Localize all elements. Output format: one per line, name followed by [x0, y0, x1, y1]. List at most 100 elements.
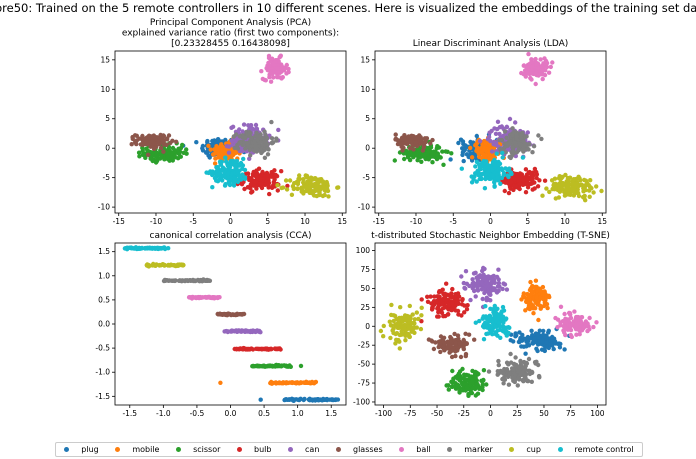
data-point: [381, 323, 386, 329]
data-point: [184, 147, 189, 152]
y-tick-label: 10: [100, 85, 110, 94]
data-point: [508, 179, 514, 185]
series-remote-control: [122, 245, 171, 252]
data-point: [295, 397, 301, 402]
data-point: [450, 294, 455, 300]
data-point: [155, 245, 161, 251]
data-point: [599, 188, 604, 194]
x-tick-label: -100: [375, 409, 392, 418]
series-remote-control: [473, 303, 512, 342]
data-point: [486, 168, 491, 173]
legend-item: remote control: [557, 445, 634, 454]
data-point: [563, 332, 568, 338]
data-point: [450, 286, 455, 292]
chart-panel-3: canonical correlation analysis (CCA) -1.5…: [95, 231, 347, 418]
data-point: [233, 132, 239, 137]
data-point: [488, 298, 493, 303]
data-point: [284, 380, 289, 385]
data-point: [497, 146, 503, 152]
data-point: [434, 152, 440, 158]
series-bulb: [232, 345, 283, 352]
data-point: [404, 138, 409, 143]
data-point: [452, 331, 457, 337]
data-point: [520, 147, 525, 152]
data-point: [506, 174, 511, 180]
data-point: [517, 186, 522, 192]
data-point: [254, 176, 260, 181]
data-point: [144, 263, 150, 268]
data-point: [464, 385, 469, 390]
data-point: [262, 155, 268, 160]
data-point: [272, 346, 278, 351]
legend-label: mobile: [132, 445, 160, 454]
x-tick-label: 0: [488, 409, 493, 418]
data-point: [266, 183, 271, 188]
data-point: [500, 286, 505, 292]
data-point: [504, 180, 509, 185]
data-point: [444, 297, 449, 302]
data-point: [167, 263, 172, 268]
data-point: [460, 150, 466, 155]
series-glasses: [393, 132, 435, 153]
data-point: [262, 182, 268, 187]
data-point: [556, 182, 561, 187]
data-point: [240, 347, 245, 352]
legend-marker: [399, 447, 405, 452]
data-point: [219, 142, 224, 147]
data-point: [541, 328, 546, 334]
data-point: [218, 161, 223, 166]
data-point: [548, 64, 553, 70]
data-point: [481, 368, 487, 373]
data-point: [153, 160, 159, 165]
data-point: [471, 271, 477, 276]
data-point: [225, 175, 231, 180]
data-point: [435, 314, 440, 319]
data-point: [408, 138, 413, 143]
data-point: [470, 286, 475, 291]
data-point: [413, 140, 419, 145]
data-point: [267, 363, 272, 368]
data-point: [487, 315, 493, 320]
data-point: [511, 187, 516, 193]
chart-panel-1: Principal Component Analysis (PCA)explai…: [98, 18, 348, 226]
data-point: [269, 185, 275, 190]
data-point: [530, 187, 535, 192]
data-point: [461, 280, 466, 286]
data-point: [204, 170, 209, 175]
y-tick-label: -75: [358, 379, 370, 388]
data-point: [496, 277, 501, 282]
data-point: [518, 142, 523, 148]
data-point: [403, 313, 408, 318]
data-point: [531, 144, 537, 149]
data-point: [446, 383, 451, 388]
data-point: [573, 176, 579, 182]
data-point: [534, 175, 539, 181]
data-point: [486, 369, 492, 374]
data-point: [387, 319, 392, 324]
data-point: [453, 308, 458, 313]
legend-marker: [288, 447, 294, 452]
data-point: [544, 64, 550, 70]
data-point: [180, 278, 186, 283]
data-point: [260, 149, 265, 154]
data-point: [523, 363, 528, 369]
data-point: [525, 146, 530, 152]
points-layer: [122, 245, 341, 403]
data-point: [485, 163, 491, 168]
y-tick-label: 1.0: [98, 271, 110, 280]
data-point: [473, 320, 478, 325]
data-point: [530, 150, 535, 155]
data-point: [526, 51, 531, 57]
data-point: [492, 303, 497, 309]
data-point: [268, 79, 274, 84]
y-tick-label: 0: [105, 144, 110, 153]
data-point: [495, 372, 500, 377]
data-point: [165, 156, 170, 162]
y-tick-label: -5: [103, 173, 111, 182]
series-ball: [519, 51, 555, 87]
series-mobile: [519, 278, 552, 323]
y-tick-label: 0: [365, 144, 370, 153]
data-point: [161, 139, 166, 144]
data-point: [172, 153, 177, 158]
data-point: [188, 278, 193, 283]
